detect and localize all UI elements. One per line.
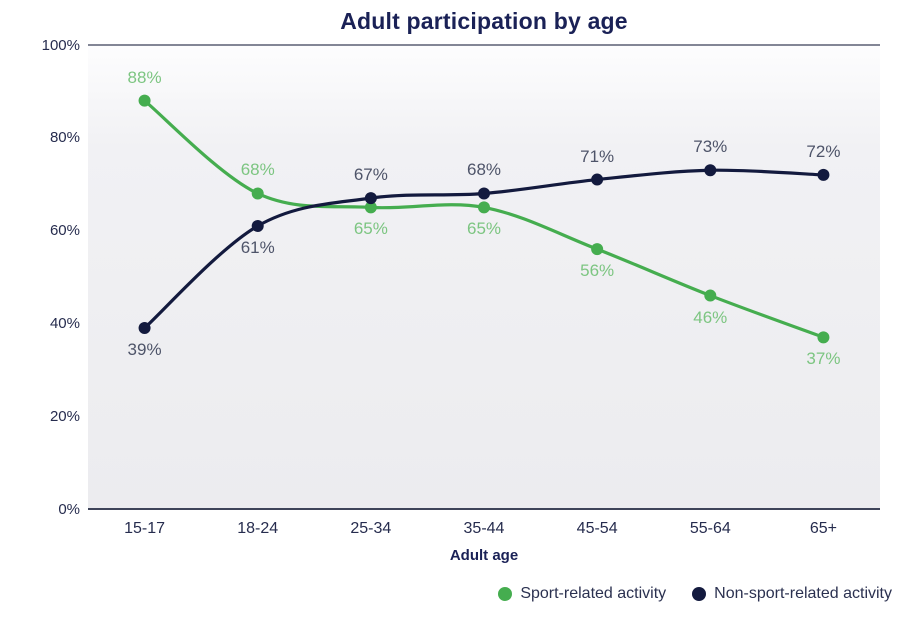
data-label-sport-related-activity: 68% xyxy=(240,160,275,180)
data-label-sport-related-activity: 88% xyxy=(127,67,162,87)
data-label-sport-related-activity: 37% xyxy=(806,349,841,369)
x-tick-label: 45-54 xyxy=(576,520,618,537)
data-label-non-sport-related-activity: 61% xyxy=(240,237,275,257)
y-tick-label: 0% xyxy=(58,500,80,518)
legend-label-sport: Sport-related activity xyxy=(520,585,667,602)
y-tick-label: 100% xyxy=(41,36,80,54)
data-label-sport-related-activity: 65% xyxy=(353,219,388,239)
sport-legend-dot-icon xyxy=(498,587,513,601)
x-tick-label: 15-17 xyxy=(124,520,166,537)
y-tick-label: 20% xyxy=(49,407,80,425)
x-tick-label: 35-44 xyxy=(463,520,505,537)
data-label-sport-related-activity: 46% xyxy=(693,307,728,327)
y-tick-label: 40% xyxy=(49,314,80,332)
x-axis-title: Adult age xyxy=(449,547,519,564)
data-label-non-sport-related-activity: 39% xyxy=(127,340,162,360)
plot-area xyxy=(88,45,880,509)
chart-title: Adult participation by age xyxy=(340,8,628,34)
legend: Sport-related activity Non-sport-related… xyxy=(498,585,892,603)
x-tick-label: 25-34 xyxy=(350,520,392,537)
data-label-sport-related-activity: 56% xyxy=(580,261,615,281)
data-label-non-sport-related-activity: 71% xyxy=(580,146,615,166)
data-label-non-sport-related-activity: 68% xyxy=(466,160,502,180)
data-label-non-sport-related-activity: 67% xyxy=(353,165,388,185)
legend-item-non-sport: Non-sport-related activity xyxy=(692,585,892,603)
x-tick-label: 18-24 xyxy=(237,520,279,537)
legend-label-non-sport: Non-sport-related activity xyxy=(714,585,892,602)
data-label-non-sport-related-activity: 72% xyxy=(806,141,841,161)
x-tick-label: 55-64 xyxy=(689,520,731,537)
legend-item-sport: Sport-related activity xyxy=(498,585,666,603)
y-tick-label: 80% xyxy=(49,129,80,147)
x-tick-label: 65+ xyxy=(809,520,837,537)
data-label-non-sport-related-activity: 73% xyxy=(693,137,728,157)
data-label-sport-related-activity: 65% xyxy=(466,219,502,239)
y-tick-label: 60% xyxy=(49,222,80,240)
non-sport-legend-dot-icon xyxy=(692,587,707,601)
